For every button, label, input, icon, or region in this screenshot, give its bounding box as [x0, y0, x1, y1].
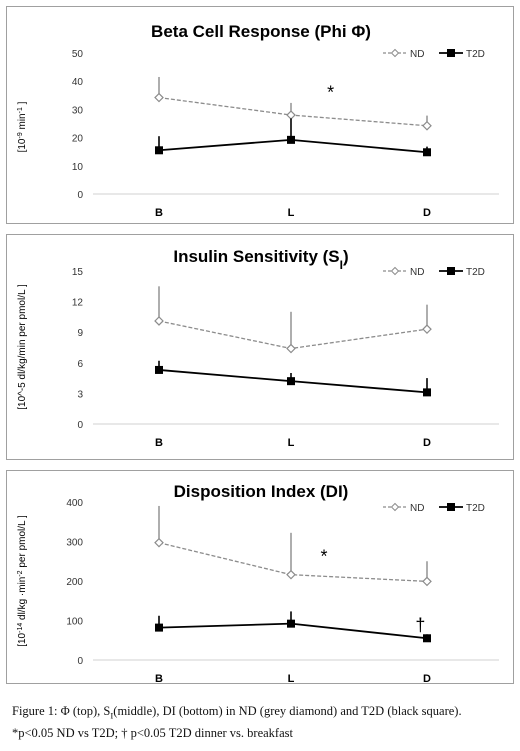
chart-title: Insulin Sensitivity (SI)	[173, 247, 348, 272]
marker-diamond-nd	[286, 343, 296, 354]
marker-diamond-nd	[422, 120, 432, 131]
y-axis-label-part: min	[17, 113, 28, 132]
marker-diamond-nd	[286, 569, 296, 580]
y-axis-label: [10-9 min-1 ]	[17, 101, 29, 152]
marker-square-t2d	[423, 148, 431, 157]
marker-diamond-nd	[154, 537, 164, 548]
y-axis-label-part: per pmol/L ]	[17, 515, 28, 570]
chart-title-part: Disposition Index (DI)	[174, 482, 349, 501]
y-tick-label: 30	[72, 105, 84, 116]
legend-label-nd: ND	[410, 49, 424, 60]
chart-title-part: )	[343, 247, 349, 266]
x-tick-label: L	[288, 207, 295, 219]
y-tick-label: 0	[77, 190, 83, 201]
figure-caption: Figure 1: Φ (top), SI(middle), DI (botto…	[12, 703, 512, 742]
y-tick-label: 400	[66, 498, 83, 509]
y-axis-label-part: -2	[17, 570, 24, 576]
y-axis-label-part: ]	[17, 101, 28, 107]
caption-part: I	[110, 710, 114, 721]
legend-marker-nd	[390, 502, 400, 512]
marker-diamond-nd	[422, 324, 432, 334]
legend-label-t2d: T2D	[466, 503, 485, 514]
legend-marker-t2d	[447, 503, 455, 511]
chart-beta-cell-response: Beta Cell Response (Phi Φ) [10-9 min-1 ] 0…	[17, 22, 499, 219]
significance-annotation: *	[320, 547, 327, 567]
y-axis-label-part: -1	[17, 107, 24, 113]
legend-marker-t2d	[447, 267, 455, 275]
y-axis-label-part: dl/kg ·min	[17, 577, 28, 623]
marker-diamond-nd	[422, 576, 432, 587]
x-tick-label: B	[155, 437, 163, 449]
chart-title-part: Beta Cell Response (Phi Φ)	[151, 22, 371, 41]
marker-square-t2d	[423, 634, 431, 643]
chart-title: Beta Cell Response (Phi Φ)	[151, 22, 371, 41]
chart-title-part: I	[340, 258, 343, 272]
marker-square-t2d	[287, 619, 295, 628]
y-axis-label: [10-14 dl/kg ·min-2 per pmol/L ]	[17, 515, 29, 647]
marker-diamond-nd	[154, 316, 164, 326]
y-axis-label-part: [10	[17, 138, 28, 152]
y-axis-label-part: [10	[17, 632, 28, 646]
legend-label-t2d: T2D	[466, 49, 485, 60]
y-tick-label: 20	[72, 134, 84, 145]
marker-square-t2d	[155, 623, 163, 632]
caption-part: Figure 1: Φ (top), S	[12, 704, 111, 718]
chart-disposition-index: Disposition Index (DI) [10-14 dl/kg ·min-…	[17, 482, 499, 685]
caption-line-2: *p<0.05 ND vs T2D; † p<0.05 T2D dinner v…	[12, 725, 293, 740]
legend-marker-nd	[390, 48, 400, 58]
chart-title: Disposition Index (DI)	[174, 482, 349, 501]
marker-diamond-nd	[286, 110, 296, 120]
y-tick-label: 200	[66, 577, 83, 588]
x-tick-label: D	[423, 207, 431, 219]
series-line-nd	[158, 320, 428, 350]
significance-annotation: †	[415, 615, 425, 635]
marker-diamond-nd	[154, 92, 164, 103]
legend-label-t2d: T2D	[466, 267, 485, 278]
significance-annotation: *	[327, 82, 334, 102]
y-axis-label-part: [10^-5 dl/kg/min per pmol/L ]	[17, 284, 28, 410]
chart-title-part: Insulin Sensitivity (S	[173, 247, 339, 266]
y-tick-label: 3	[77, 389, 83, 400]
marker-square-t2d	[287, 377, 295, 386]
y-tick-label: 300	[66, 538, 83, 549]
marker-square-t2d	[155, 365, 163, 374]
y-tick-label: 12	[72, 298, 84, 309]
y-axis-label-part: -9	[17, 132, 24, 138]
chart-panel-beta-cell: Beta Cell Response (Phi Φ) [10-9 min-1 ] 0…	[6, 6, 514, 224]
y-tick-label: 6	[77, 359, 83, 370]
legend-label-nd: ND	[410, 267, 424, 278]
legend-marker-nd	[390, 266, 400, 276]
marker-square-t2d	[287, 135, 295, 144]
y-tick-label: 100	[66, 617, 83, 628]
x-tick-label: L	[288, 437, 295, 449]
y-tick-label: 10	[72, 162, 84, 173]
x-tick-label: B	[155, 207, 163, 219]
caption-part: (middle), DI (bottom) in ND (grey diamon…	[113, 704, 462, 718]
series-line-nd	[158, 96, 428, 127]
marker-square-t2d	[423, 388, 431, 397]
chart-insulin-sensitivity: Insulin Sensitivity (SI) [10^-5 dl/kg/min…	[17, 247, 499, 449]
x-tick-label: L	[288, 673, 295, 685]
y-tick-label: 9	[77, 328, 83, 339]
legend-marker-t2d	[447, 49, 455, 57]
y-tick-label: 0	[77, 656, 83, 667]
x-tick-label: D	[423, 437, 431, 449]
y-tick-label: 15	[72, 267, 84, 278]
y-tick-label: 0	[77, 420, 83, 431]
y-axis-label-part: -14	[17, 623, 24, 633]
chart-panel-insulin-sensitivity: Insulin Sensitivity (SI) [10^-5 dl/kg/min…	[6, 234, 514, 460]
y-tick-label: 50	[72, 49, 84, 60]
y-tick-label: 40	[72, 77, 84, 88]
legend-label-nd: ND	[410, 503, 424, 514]
chart-panel-disposition-index: Disposition Index (DI) [10-14 dl/kg ·min-…	[6, 470, 514, 685]
x-tick-label: D	[423, 673, 431, 685]
marker-square-t2d	[155, 146, 163, 155]
x-tick-label: B	[155, 673, 163, 685]
y-axis-label: [10^-5 dl/kg/min per pmol/L ]	[17, 284, 28, 410]
caption-line-1: Figure 1: Φ (top), SI(middle), DI (botto…	[12, 703, 512, 725]
